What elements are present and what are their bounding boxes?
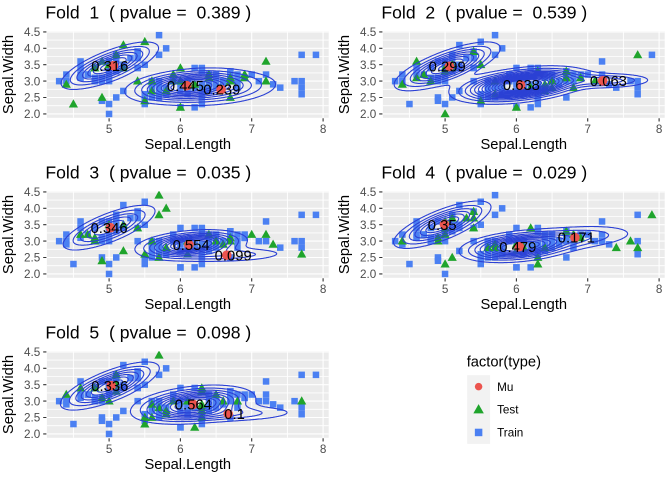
- svg-text:7: 7: [248, 283, 255, 296]
- svg-text:Sepal.Length: Sepal.Length: [481, 297, 568, 313]
- svg-text:Sepal.Width: Sepal.Width: [1, 195, 17, 274]
- svg-text:4.0: 4.0: [24, 203, 41, 216]
- svg-text:Sepal.Width: Sepal.Width: [337, 35, 353, 114]
- svg-text:2.5: 2.5: [24, 412, 41, 425]
- svg-text:Sepal.Length: Sepal.Length: [145, 457, 232, 473]
- svg-text:4.0: 4.0: [360, 43, 377, 56]
- svg-text:8: 8: [656, 283, 663, 296]
- svg-text:3.5: 3.5: [24, 59, 41, 72]
- svg-text:0.063: 0.063: [590, 74, 627, 90]
- svg-text:0.479: 0.479: [499, 240, 536, 256]
- svg-text:2.5: 2.5: [24, 92, 41, 105]
- svg-text:6: 6: [177, 443, 184, 456]
- svg-text:4.5: 4.5: [24, 186, 41, 199]
- svg-text:8: 8: [320, 123, 327, 136]
- svg-text:0.239: 0.239: [203, 83, 240, 99]
- svg-text:2.0: 2.0: [24, 428, 41, 441]
- svg-text:6: 6: [513, 283, 520, 296]
- svg-text:6: 6: [513, 123, 520, 136]
- svg-text:3.5: 3.5: [360, 219, 377, 232]
- svg-text:0.346: 0.346: [91, 221, 128, 237]
- svg-text:Sepal.Width: Sepal.Width: [337, 195, 353, 274]
- svg-text:5: 5: [442, 123, 449, 136]
- svg-text:8: 8: [320, 443, 327, 456]
- svg-text:Sepal.Length: Sepal.Length: [145, 297, 232, 313]
- svg-text:3.5: 3.5: [24, 379, 41, 392]
- svg-text:0.171: 0.171: [558, 231, 595, 247]
- svg-text:4.5: 4.5: [360, 186, 377, 199]
- svg-text:6: 6: [177, 123, 184, 136]
- svg-text:5: 5: [106, 283, 113, 296]
- svg-text:8: 8: [656, 123, 663, 136]
- svg-text:5: 5: [106, 443, 113, 456]
- svg-text:0.564: 0.564: [175, 398, 212, 414]
- svg-text:Test: Test: [497, 404, 519, 417]
- svg-text:Sepal.Length: Sepal.Length: [481, 137, 568, 153]
- svg-text:3.0: 3.0: [24, 395, 41, 408]
- svg-text:4.0: 4.0: [24, 363, 41, 376]
- svg-text:0.638: 0.638: [503, 78, 540, 94]
- svg-text:0.316: 0.316: [91, 59, 128, 75]
- svg-text:4.0: 4.0: [24, 43, 41, 56]
- svg-text:3.0: 3.0: [360, 235, 377, 248]
- svg-text:3.0: 3.0: [24, 235, 41, 248]
- svg-text:0.1: 0.1: [224, 407, 245, 423]
- svg-text:0.554: 0.554: [173, 238, 210, 254]
- svg-text:Fold 1 ( pvalue = 0.389 ): Fold 1 ( pvalue = 0.389 ): [45, 3, 251, 23]
- svg-text:3.0: 3.0: [24, 75, 41, 88]
- svg-text:7: 7: [584, 283, 591, 296]
- svg-text:2.5: 2.5: [360, 252, 377, 265]
- svg-text:Fold 2 ( pvalue = 0.539 ): Fold 2 ( pvalue = 0.539 ): [381, 3, 587, 23]
- svg-text:6: 6: [177, 283, 184, 296]
- svg-text:2.0: 2.0: [24, 268, 41, 281]
- svg-text:2.0: 2.0: [24, 108, 41, 121]
- svg-text:7: 7: [248, 443, 255, 456]
- svg-text:Sepal.Width: Sepal.Width: [1, 355, 17, 434]
- svg-text:0.336: 0.336: [91, 379, 128, 395]
- svg-text:3.5: 3.5: [360, 59, 377, 72]
- svg-text:2.5: 2.5: [360, 92, 377, 105]
- svg-text:3.0: 3.0: [360, 75, 377, 88]
- svg-text:0.099: 0.099: [215, 248, 252, 264]
- svg-text:Fold 4 ( pvalue = 0.029 ): Fold 4 ( pvalue = 0.029 ): [381, 163, 587, 183]
- svg-text:2.0: 2.0: [360, 268, 377, 281]
- svg-text:7: 7: [584, 123, 591, 136]
- svg-text:Fold 3 ( pvalue = 0.035 ): Fold 3 ( pvalue = 0.035 ): [45, 163, 251, 183]
- svg-text:4.5: 4.5: [24, 26, 41, 39]
- svg-text:2.0: 2.0: [360, 108, 377, 121]
- svg-text:5: 5: [106, 123, 113, 136]
- svg-text:4.0: 4.0: [360, 203, 377, 216]
- svg-text:Sepal.Length: Sepal.Length: [145, 137, 232, 153]
- svg-text:5: 5: [442, 283, 449, 296]
- svg-text:factor(type): factor(type): [467, 355, 541, 371]
- svg-text:4.5: 4.5: [360, 26, 377, 39]
- svg-text:Fold 5 ( pvalue = 0.098 ): Fold 5 ( pvalue = 0.098 ): [45, 323, 251, 343]
- svg-text:7: 7: [248, 123, 255, 136]
- svg-text:4.5: 4.5: [24, 346, 41, 359]
- svg-text:3.5: 3.5: [24, 219, 41, 232]
- svg-text:Train: Train: [497, 427, 523, 440]
- svg-text:0.35: 0.35: [428, 218, 457, 234]
- svg-text:0.299: 0.299: [429, 60, 466, 76]
- svg-text:Sepal.Width: Sepal.Width: [1, 35, 17, 114]
- svg-text:8: 8: [320, 283, 327, 296]
- svg-text:Mu: Mu: [497, 381, 513, 394]
- svg-text:2.5: 2.5: [24, 252, 41, 265]
- svg-text:0.445: 0.445: [167, 79, 204, 95]
